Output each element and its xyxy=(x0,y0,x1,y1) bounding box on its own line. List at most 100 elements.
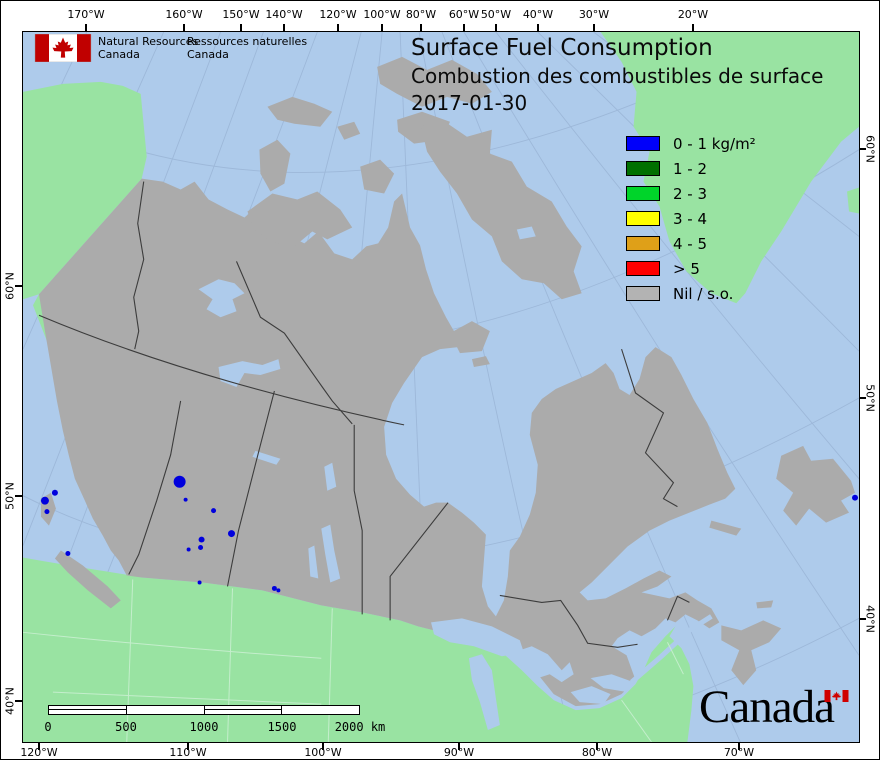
province-borders xyxy=(38,181,690,648)
longitude-label: 100°W xyxy=(363,8,401,21)
land-outside xyxy=(23,32,859,742)
map-title-block: Surface Fuel Consumption Combustion des … xyxy=(411,34,823,117)
longitude-label: 30°W xyxy=(578,8,610,21)
fuel-consumption-dot xyxy=(228,530,235,538)
legend-item: 4 - 5 xyxy=(626,231,756,256)
longitude-tick xyxy=(337,24,339,31)
fuel-consumption-dot xyxy=(852,494,859,501)
longitude-label: 140°W xyxy=(265,8,303,21)
fuel-consumption-dot xyxy=(276,588,281,593)
legend-item: 0 - 1 kg/m² xyxy=(626,131,756,156)
longitude-tick xyxy=(420,24,422,31)
longitude-tick xyxy=(596,743,598,750)
legend-color-swatch xyxy=(626,211,660,226)
scale-bar-segment xyxy=(204,706,283,714)
longitude-tick xyxy=(537,24,539,31)
scale-bar-graphic xyxy=(48,705,360,715)
legend-label: 0 - 1 kg/m² xyxy=(673,134,756,153)
longitude-label: 120°W xyxy=(319,8,357,21)
legend-label: Nil / s.o. xyxy=(673,284,734,303)
legend: 0 - 1 kg/m² 1 - 2 2 - 3 3 - 4 4 - 5 > 5 Nil / … xyxy=(626,131,756,306)
legend-color-swatch xyxy=(626,236,660,251)
longitude-label: 160°W xyxy=(165,8,203,21)
fuel-consumption-dot xyxy=(40,496,49,505)
longitude-label: 120°W xyxy=(20,746,58,759)
longitude-tick xyxy=(593,24,595,31)
longitude-label: 150°W xyxy=(222,8,260,21)
longitude-tick xyxy=(463,24,465,31)
legend-label: > 5 xyxy=(673,259,700,278)
longitude-label: 170°W xyxy=(67,8,105,21)
longitude-tick xyxy=(322,743,324,750)
latitude-tick xyxy=(859,397,866,399)
legend-color-swatch xyxy=(626,186,660,201)
longitude-label: 100°W xyxy=(304,746,342,759)
legend-item: Nil / s.o. xyxy=(626,281,756,306)
longitude-label: 50°W xyxy=(480,8,512,21)
scale-bar-label: 500 xyxy=(115,720,137,734)
latitude-tick xyxy=(15,285,22,287)
longitude-label: 80°W xyxy=(405,8,437,21)
longitude-tick xyxy=(38,743,40,750)
legend-label: 2 - 3 xyxy=(673,184,708,203)
title-english: Surface Fuel Consumption xyxy=(411,35,713,61)
legend-label: 1 - 2 xyxy=(673,159,708,178)
scale-bar-segment xyxy=(282,706,359,714)
scale-bar-segment xyxy=(49,706,127,714)
fuel-consumption-dot xyxy=(186,547,191,552)
longitude-tick xyxy=(458,743,460,750)
longitude-label: 60°W xyxy=(448,8,480,21)
longitude-tick xyxy=(85,24,87,31)
lakes xyxy=(198,226,634,731)
longitude-tick xyxy=(187,743,189,750)
fuel-consumption-dot xyxy=(197,580,202,585)
longitude-tick xyxy=(183,24,185,31)
fuel-consumption-dot xyxy=(198,536,205,543)
title-french: Combustion des combustibles de surface xyxy=(411,64,824,88)
latitude-tick xyxy=(859,618,866,620)
fuel-consumption-dot xyxy=(211,508,217,514)
legend-label: 4 - 5 xyxy=(673,234,708,253)
longitude-tick xyxy=(240,24,242,31)
fuel-consumption-dot xyxy=(65,551,71,557)
longitude-label: 110°W xyxy=(169,746,207,759)
longitude-label: 80°W xyxy=(581,746,613,759)
fuel-consumption-dot xyxy=(271,585,277,591)
legend-item: 1 - 2 xyxy=(626,156,756,181)
longitude-tick xyxy=(381,24,383,31)
dept-name-english: Natural Resources Canada xyxy=(98,35,199,61)
longitude-label: 90°W xyxy=(443,746,475,759)
legend-item: 2 - 3 xyxy=(626,181,756,206)
legend-color-swatch xyxy=(626,136,660,151)
longitude-tick xyxy=(738,743,740,750)
latitude-tick xyxy=(859,148,866,150)
scale-bar: 0 500 1000 1500 2000 km xyxy=(44,705,385,735)
legend-color-swatch xyxy=(626,286,660,301)
fuel-consumption-dot xyxy=(173,475,186,488)
fuel-consumption-dot xyxy=(44,509,50,515)
longitude-label: 70°W xyxy=(723,746,755,759)
legend-color-swatch xyxy=(626,161,660,176)
legend-item: 3 - 4 xyxy=(626,206,756,231)
longitude-label: 20°W xyxy=(677,8,709,21)
fuel-consumption-dots xyxy=(40,475,859,593)
scale-bar-label: 0 xyxy=(44,720,52,734)
fuel-consumption-dot xyxy=(183,497,188,502)
latitude-tick xyxy=(15,700,22,702)
scale-bar-label: 1500 xyxy=(267,720,297,734)
canada-wordmark: Canada xyxy=(699,681,835,733)
longitude-tick xyxy=(495,24,497,31)
longitude-tick xyxy=(283,24,285,31)
legend-label: 3 - 4 xyxy=(673,209,708,228)
legend-color-swatch xyxy=(626,261,660,276)
scale-bar-label: 2000 km xyxy=(334,720,386,734)
maple-leaf-icon xyxy=(52,37,74,58)
longitude-tick xyxy=(692,24,694,31)
scale-bar-label: 1000 xyxy=(189,720,219,734)
fuel-consumption-dot xyxy=(198,545,204,551)
legend-item: > 5 xyxy=(626,256,756,281)
wordmark-flag-icon xyxy=(824,690,849,702)
latitude-tick xyxy=(15,495,22,497)
fuel-consumption-dot xyxy=(51,489,58,496)
